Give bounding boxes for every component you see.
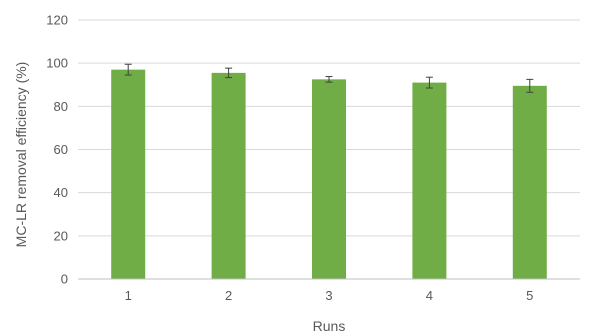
x-tick-label-2: 2 xyxy=(225,288,232,303)
x-axis-title: Runs xyxy=(313,318,346,334)
x-tick-label-4: 4 xyxy=(426,288,433,303)
error-bar-run-5 xyxy=(526,78,534,93)
x-tick-label-3: 3 xyxy=(325,288,332,303)
bar-run-1 xyxy=(111,69,146,280)
y-tick-label-80: 80 xyxy=(54,99,68,114)
x-tick-label-5: 5 xyxy=(526,288,533,303)
y-tick-label-100: 100 xyxy=(46,56,68,71)
bar-run-5 xyxy=(512,85,547,280)
x-tick-labels: 1 2 3 4 5 xyxy=(125,288,534,303)
bars xyxy=(111,69,547,280)
error-bar-run-3 xyxy=(325,76,333,83)
bar-run-3 xyxy=(312,79,346,280)
bar-run-4 xyxy=(412,82,447,279)
error-bar-run-4 xyxy=(425,76,433,89)
y-tick-label-120: 120 xyxy=(46,13,68,28)
y-tick-label-20: 20 xyxy=(54,228,68,243)
error-bars xyxy=(124,63,534,93)
error-bar-run-2 xyxy=(225,67,233,79)
y-tick-label-60: 60 xyxy=(54,142,68,157)
y-tick-label-40: 40 xyxy=(54,185,68,200)
y-tick-labels: 0 20 40 60 80 100 120 xyxy=(46,13,68,287)
error-bar-run-1 xyxy=(124,63,132,76)
y-axis-title: MC-LR removal efficiency (%) xyxy=(13,62,29,248)
bar-run-2 xyxy=(211,72,246,279)
x-tick-label-1: 1 xyxy=(125,288,132,303)
y-tick-label-0: 0 xyxy=(61,272,68,287)
